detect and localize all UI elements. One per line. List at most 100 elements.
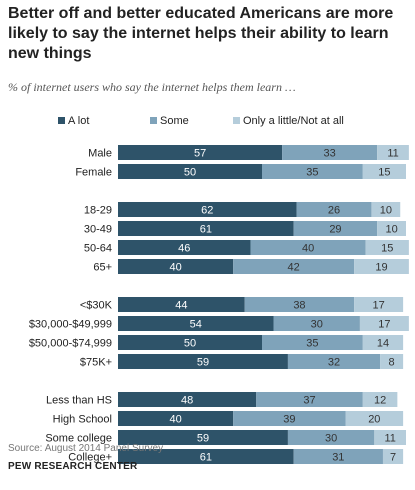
data-label: 59 [197, 357, 209, 369]
category-label: $30,000-$49,999 [29, 319, 112, 331]
data-label: 20 [368, 414, 380, 426]
bar-segment [118, 221, 294, 236]
legend-swatch [233, 117, 240, 124]
data-label: 17 [373, 300, 385, 312]
data-label: 40 [169, 262, 181, 274]
data-label: 50 [184, 167, 196, 179]
bar-segment [362, 164, 406, 179]
data-label: 57 [194, 148, 206, 160]
category-label: Male [88, 148, 112, 160]
data-label: 31 [332, 452, 344, 464]
category-label: 50-64 [84, 243, 112, 255]
data-label: 12 [374, 395, 386, 407]
data-label: 37 [303, 395, 315, 407]
bar-segment [287, 430, 375, 445]
bar-segment [365, 240, 409, 255]
bar-segment [118, 411, 234, 426]
bar-segment [354, 297, 404, 312]
chart-title: Better off and better educated Americans… [8, 5, 394, 62]
bar-segment [118, 335, 262, 350]
bar-segment [371, 202, 401, 217]
data-label: 29 [329, 224, 341, 236]
legend-swatch [58, 117, 65, 124]
category-label: 65+ [93, 262, 112, 274]
data-label: 30 [325, 433, 337, 445]
bar-segment [282, 145, 378, 160]
data-label: 11 [387, 148, 398, 160]
data-label: 14 [377, 338, 389, 350]
bar-segment [118, 202, 297, 217]
data-label: 40 [302, 243, 314, 255]
category-label: 18-29 [84, 205, 112, 217]
bar-segment [296, 202, 372, 217]
category-label: High School [53, 414, 112, 426]
bar-segment [374, 430, 406, 445]
category-label: Female [75, 167, 112, 179]
data-label: 54 [190, 319, 202, 331]
bar-segment [118, 145, 283, 160]
bar-segment [354, 259, 409, 274]
bar-segment [377, 221, 406, 236]
bar-segment [359, 316, 409, 331]
bar-segment [118, 240, 251, 255]
category-label: Some college [45, 433, 112, 445]
bar-segment [118, 259, 234, 274]
data-label: 35 [306, 338, 318, 350]
bar-segment [345, 411, 404, 426]
data-label: 46 [178, 243, 190, 255]
data-label: 7 [390, 452, 396, 464]
data-label: 62 [201, 205, 213, 217]
data-label: 15 [381, 243, 393, 255]
data-label: 10 [385, 224, 397, 236]
organization-name: PEW RESEARCH CENTER [8, 461, 138, 472]
data-label: 39 [283, 414, 295, 426]
data-label: 33 [324, 148, 336, 160]
data-label: 35 [306, 167, 318, 179]
legend-label: A lot [68, 115, 89, 127]
bar-segment [293, 221, 378, 236]
data-label: 38 [293, 300, 305, 312]
data-label: 42 [288, 262, 300, 274]
bar-segment [273, 316, 360, 331]
category-label: <$30K [80, 300, 113, 312]
data-label: 61 [200, 224, 212, 236]
category-label: Less than HS [46, 395, 112, 407]
bar-segment [244, 297, 355, 312]
category-label: $50,000-$74,999 [29, 338, 112, 350]
chart-subtitle: % of internet users who say the internet… [8, 80, 296, 94]
category-label: $75K+ [80, 357, 112, 369]
data-label: 17 [378, 319, 390, 331]
data-label: 10 [380, 205, 392, 217]
bar-segment [118, 430, 288, 445]
bar-segment [256, 392, 363, 407]
data-label: 61 [200, 452, 212, 464]
bar-segment [293, 449, 383, 464]
data-label: 11 [384, 433, 395, 445]
data-label: 15 [378, 167, 390, 179]
bar-segment [118, 392, 257, 407]
data-label: 50 [184, 338, 196, 350]
bar-segment [362, 392, 398, 407]
source-note: Source: August 2014 Panel Survey [8, 443, 164, 454]
data-label: 59 [197, 433, 209, 445]
category-label: 30-49 [84, 224, 112, 236]
data-label: 26 [328, 205, 340, 217]
bar-segment [287, 354, 381, 369]
data-label: 44 [175, 300, 187, 312]
bar-segment [377, 145, 409, 160]
bar-segment [262, 164, 363, 179]
data-label: 19 [375, 262, 387, 274]
category-label: College+ [68, 452, 112, 464]
bar-segment [118, 297, 245, 312]
bar-segment [233, 259, 355, 274]
bar-segment [362, 335, 404, 350]
bar-segment [118, 164, 262, 179]
data-label: 40 [169, 414, 181, 426]
legend-label: Only a little/Not at all [243, 115, 344, 127]
bar-segment [262, 335, 363, 350]
legend-swatch [150, 117, 157, 124]
bar-segment [250, 240, 366, 255]
bar-segment [233, 411, 346, 426]
legend-label: Some [160, 115, 189, 127]
